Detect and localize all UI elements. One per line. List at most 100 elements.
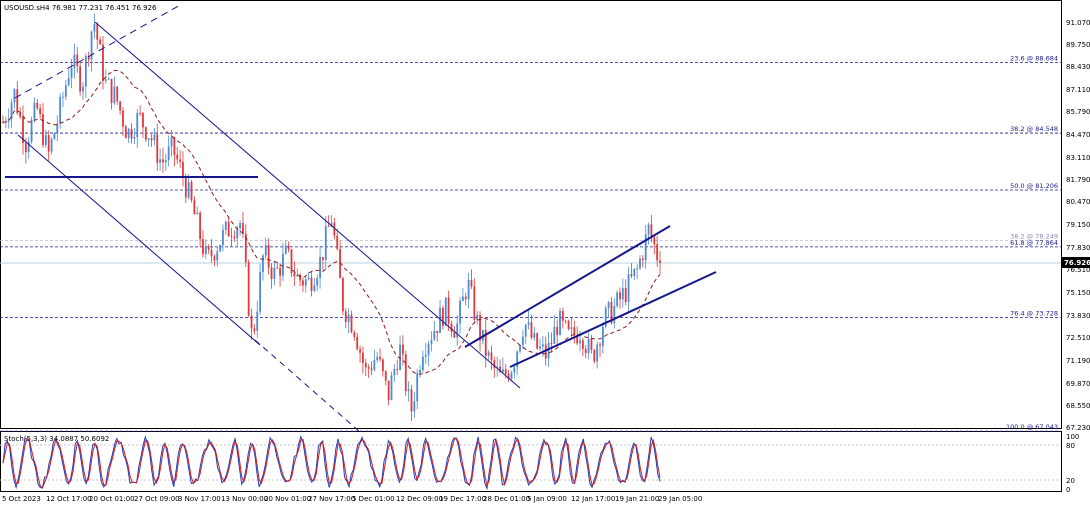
candle-body (13, 89, 16, 103)
candle-body (519, 345, 521, 352)
candle-body (144, 127, 147, 140)
stoch-main-line (2, 435, 661, 491)
current-price-label: 76.926 (1064, 259, 1090, 267)
candle-body (439, 307, 441, 333)
candle-body (82, 86, 84, 92)
candle-body (653, 237, 656, 245)
candle-body (621, 288, 624, 300)
candle-body (462, 296, 464, 301)
candle-body (142, 112, 144, 128)
candle-body (310, 277, 313, 291)
candle-body (7, 118, 10, 122)
stoch-tick: 0 (1066, 486, 1070, 494)
candle-body (64, 85, 67, 97)
candle-body (244, 233, 247, 263)
candle-body (581, 340, 584, 349)
candle-body (399, 344, 401, 370)
candle-body (613, 305, 616, 324)
candle-body (627, 274, 630, 302)
candle-body (362, 352, 364, 364)
main-pane-frame (0, 0, 1062, 429)
fibonacci-levels[interactable]: 23.6 @ 88.684 38.2 @ 84.548 50.0 @ 81.206 3… (0, 55, 1061, 432)
candle-body (316, 278, 319, 286)
candle-body (236, 228, 239, 239)
time-axis: 5 Oct 2023 12 Oct 17:00 20 Oct 01:00 27 … (2, 495, 702, 503)
candle-body (233, 236, 236, 239)
time-tick: 3 Nov 17:00 (178, 495, 221, 503)
candle-body (299, 274, 301, 281)
candle-body (496, 366, 499, 368)
downtrend-channel-lower-line[interactable] (17, 134, 261, 346)
candle-body (287, 245, 290, 250)
candle-body (302, 280, 304, 286)
candle-body (359, 349, 361, 353)
time-tick: 20 Oct 01:00 (89, 495, 135, 503)
candle-body (239, 223, 241, 229)
candle-body (182, 161, 184, 178)
candle-body (87, 56, 90, 60)
candle-body (67, 78, 70, 86)
candle-body (370, 368, 373, 370)
channel-upper-dashed-line[interactable] (14, 3, 183, 99)
candle-body (227, 221, 230, 237)
stoch-label: Stoch(5,3,3) 34.0887 50.6092 (4, 435, 109, 443)
candle-body (324, 226, 327, 260)
price-tick: 67.230 (1066, 424, 1090, 432)
candle-body (327, 226, 330, 227)
candle-body (256, 311, 259, 331)
time-tick: 28 Dec 01:00 (483, 495, 530, 503)
fib-level-label: 50.0 @ 81.206 (1010, 182, 1058, 190)
price-tick: 87.110 (1066, 86, 1090, 94)
candle-body (222, 229, 224, 245)
candle-body (442, 307, 444, 326)
candle-body (650, 224, 653, 238)
fib-level-label: 38.2 @ 84.548 (1010, 125, 1058, 133)
candle-body (530, 322, 533, 338)
candle-body (536, 333, 539, 349)
candle-body (104, 79, 107, 81)
candle-body (599, 344, 601, 346)
candle-body (282, 253, 284, 276)
candle-body (247, 262, 250, 316)
candle-body (30, 119, 33, 142)
candle-body (153, 134, 156, 141)
candle-body (284, 245, 287, 254)
candle-body (150, 138, 153, 141)
price-tick: 76.510 (1066, 266, 1090, 274)
candle-body (116, 86, 119, 102)
candle-body (607, 302, 610, 309)
candle-body (473, 286, 476, 320)
candle-body (276, 267, 279, 269)
candle-body (433, 330, 436, 340)
candle-body (521, 336, 524, 346)
downtrend-channel-upper-line[interactable] (94, 21, 521, 389)
trend-channels[interactable] (5, 3, 717, 433)
candle-body (84, 56, 87, 87)
candle-body (19, 113, 22, 117)
candle-body (53, 133, 56, 140)
candle-body (567, 321, 570, 329)
price-tick: 81.790 (1066, 176, 1090, 184)
candle-body (373, 360, 376, 370)
candle-body (524, 324, 527, 337)
candle-body (484, 329, 487, 356)
candle-body (384, 371, 387, 381)
candle-body (596, 344, 599, 362)
uptrend-channel-upper-line[interactable] (464, 225, 671, 348)
candle-body (656, 244, 659, 261)
candle-body (279, 267, 281, 276)
candle-body (493, 360, 496, 368)
candle-body (322, 257, 324, 260)
uptrend-channel-lower-line[interactable] (509, 271, 717, 368)
candle-body (242, 223, 244, 234)
candle-body (587, 338, 590, 353)
candle-body (487, 352, 490, 356)
candle-body (187, 181, 190, 198)
price-tick: 88.430 (1066, 63, 1090, 71)
candle-body (601, 326, 604, 346)
candle-body (499, 366, 501, 373)
downtrend-channel-extension[interactable] (254, 339, 361, 433)
candle-body (156, 134, 159, 163)
candle-body (507, 374, 510, 379)
